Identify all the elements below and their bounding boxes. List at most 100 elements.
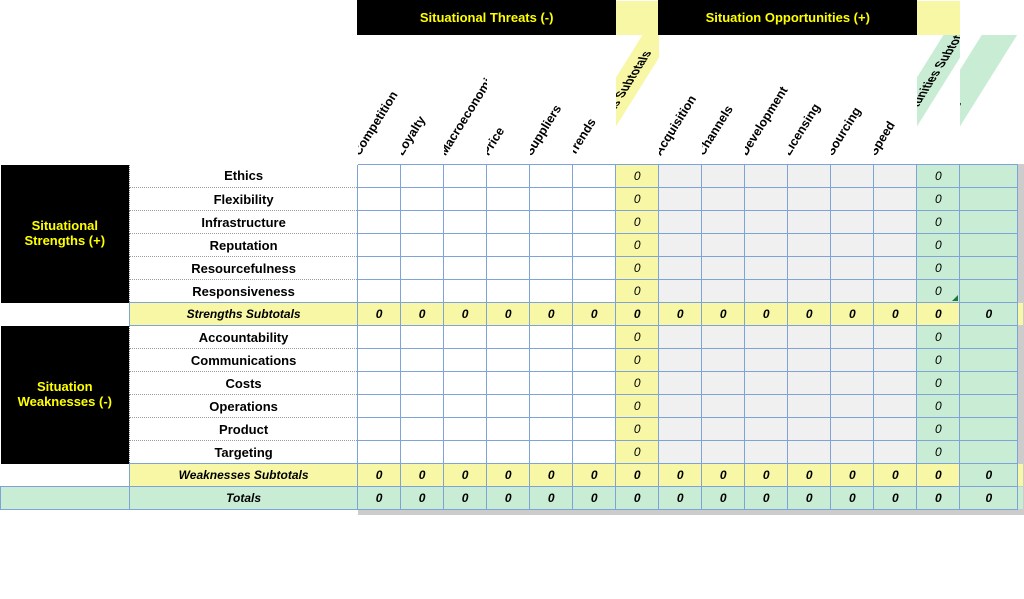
cell-weaknesses-5-o2[interactable] — [745, 441, 788, 464]
threats-subtotal-strengths-4[interactable]: 0 — [616, 257, 659, 280]
cell-weaknesses-1-o1[interactable] — [702, 349, 745, 372]
cell-strengths-1-t5[interactable] — [573, 188, 616, 211]
cell-strengths-2-o3[interactable] — [788, 211, 831, 234]
cell-weaknesses-4-o1[interactable] — [702, 418, 745, 441]
threats-subtotal-weaknesses-0[interactable]: 0 — [616, 326, 659, 349]
totals-weaknesses-0[interactable] — [960, 326, 1018, 349]
subtotal-val-3[interactable]: 0 — [487, 464, 530, 487]
subtotal-val-5[interactable]: 0 — [573, 303, 616, 326]
cell-weaknesses-4-o2[interactable] — [745, 418, 788, 441]
threats-subtotal-strengths-3[interactable]: 0 — [616, 234, 659, 257]
cell-weaknesses-5-o0[interactable] — [659, 441, 702, 464]
cell-strengths-4-t0[interactable] — [358, 257, 401, 280]
cell-strengths-2-t2[interactable] — [444, 211, 487, 234]
cell-strengths-1-o3[interactable] — [788, 188, 831, 211]
cell-strengths-5-o0[interactable] — [659, 280, 702, 303]
cell-strengths-2-o0[interactable] — [659, 211, 702, 234]
subtotal-val-9[interactable]: 0 — [745, 464, 788, 487]
subtotal-val-10[interactable]: 0 — [788, 303, 831, 326]
opps-subtotal-weaknesses-2[interactable]: 0 — [917, 372, 960, 395]
totals-strengths-5[interactable] — [960, 280, 1018, 303]
cell-weaknesses-1-o2[interactable] — [745, 349, 788, 372]
cell-weaknesses-0-t1[interactable] — [401, 326, 444, 349]
totals-weaknesses-2[interactable] — [960, 372, 1018, 395]
subtotal-val-1[interactable]: 0 — [401, 303, 444, 326]
cell-weaknesses-0-t0[interactable] — [358, 326, 401, 349]
subtotal-val-2[interactable]: 0 — [444, 487, 487, 510]
subtotal-val-14[interactable]: 0 — [960, 303, 1018, 326]
cell-strengths-2-t5[interactable] — [573, 211, 616, 234]
opps-subtotal-strengths-5[interactable]: 0 — [917, 280, 960, 303]
cell-strengths-4-o2[interactable] — [745, 257, 788, 280]
opps-subtotal-weaknesses-3[interactable]: 0 — [917, 395, 960, 418]
subtotal-val-10[interactable]: 0 — [788, 487, 831, 510]
subtotal-val-2[interactable]: 0 — [444, 303, 487, 326]
subtotal-val-3[interactable]: 0 — [487, 487, 530, 510]
cell-weaknesses-4-t0[interactable] — [358, 418, 401, 441]
cell-weaknesses-0-o0[interactable] — [659, 326, 702, 349]
cell-weaknesses-1-t4[interactable] — [530, 349, 573, 372]
totals-strengths-1[interactable] — [960, 188, 1018, 211]
cell-weaknesses-3-o3[interactable] — [788, 395, 831, 418]
cell-strengths-3-t4[interactable] — [530, 234, 573, 257]
threats-subtotal-weaknesses-5[interactable]: 0 — [616, 441, 659, 464]
cell-strengths-1-o1[interactable] — [702, 188, 745, 211]
cell-weaknesses-5-t0[interactable] — [358, 441, 401, 464]
subtotal-val-8[interactable]: 0 — [702, 487, 745, 510]
subtotal-val-1[interactable]: 0 — [401, 464, 444, 487]
cell-strengths-4-o1[interactable] — [702, 257, 745, 280]
cell-weaknesses-3-t5[interactable] — [573, 395, 616, 418]
cell-weaknesses-1-t3[interactable] — [487, 349, 530, 372]
cell-strengths-5-t2[interactable] — [444, 280, 487, 303]
cell-strengths-0-o4[interactable] — [831, 165, 874, 188]
cell-strengths-2-o4[interactable] — [831, 211, 874, 234]
cell-strengths-1-t1[interactable] — [401, 188, 444, 211]
cell-weaknesses-2-o4[interactable] — [831, 372, 874, 395]
cell-strengths-1-t3[interactable] — [487, 188, 530, 211]
cell-strengths-4-t3[interactable] — [487, 257, 530, 280]
cell-weaknesses-3-t2[interactable] — [444, 395, 487, 418]
subtotal-val-13[interactable]: 0 — [917, 487, 960, 510]
cell-strengths-3-o4[interactable] — [831, 234, 874, 257]
subtotal-val-14[interactable]: 0 — [960, 487, 1018, 510]
cell-strengths-4-t4[interactable] — [530, 257, 573, 280]
cell-weaknesses-2-o5[interactable] — [874, 372, 917, 395]
subtotal-val-11[interactable]: 0 — [831, 487, 874, 510]
subtotal-val-9[interactable]: 0 — [745, 487, 788, 510]
cell-strengths-0-t4[interactable] — [530, 165, 573, 188]
cell-weaknesses-3-t1[interactable] — [401, 395, 444, 418]
cell-strengths-5-o4[interactable] — [831, 280, 874, 303]
cell-weaknesses-1-t0[interactable] — [358, 349, 401, 372]
cell-weaknesses-3-o1[interactable] — [702, 395, 745, 418]
cell-strengths-2-t4[interactable] — [530, 211, 573, 234]
subtotal-val-10[interactable]: 0 — [788, 464, 831, 487]
cell-strengths-0-o1[interactable] — [702, 165, 745, 188]
cell-strengths-2-o1[interactable] — [702, 211, 745, 234]
cell-weaknesses-1-t1[interactable] — [401, 349, 444, 372]
totals-weaknesses-1[interactable] — [960, 349, 1018, 372]
subtotal-val-0[interactable]: 0 — [358, 464, 401, 487]
subtotal-val-2[interactable]: 0 — [444, 464, 487, 487]
cell-strengths-4-t5[interactable] — [573, 257, 616, 280]
cell-weaknesses-0-o1[interactable] — [702, 326, 745, 349]
cell-strengths-0-t2[interactable] — [444, 165, 487, 188]
subtotal-val-8[interactable]: 0 — [702, 464, 745, 487]
cell-strengths-4-o3[interactable] — [788, 257, 831, 280]
opps-subtotal-strengths-3[interactable]: 0 — [917, 234, 960, 257]
cell-strengths-5-t1[interactable] — [401, 280, 444, 303]
cell-weaknesses-4-o4[interactable] — [831, 418, 874, 441]
cell-weaknesses-0-t5[interactable] — [573, 326, 616, 349]
cell-weaknesses-0-o5[interactable] — [874, 326, 917, 349]
cell-strengths-2-t3[interactable] — [487, 211, 530, 234]
subtotal-val-8[interactable]: 0 — [702, 303, 745, 326]
cell-weaknesses-5-t1[interactable] — [401, 441, 444, 464]
cell-strengths-1-o5[interactable] — [874, 188, 917, 211]
subtotal-val-12[interactable]: 0 — [874, 464, 917, 487]
cell-weaknesses-1-t2[interactable] — [444, 349, 487, 372]
cell-strengths-3-t5[interactable] — [573, 234, 616, 257]
cell-weaknesses-5-o5[interactable] — [874, 441, 917, 464]
cell-strengths-5-t4[interactable] — [530, 280, 573, 303]
cell-weaknesses-5-o4[interactable] — [831, 441, 874, 464]
cell-strengths-1-t2[interactable] — [444, 188, 487, 211]
opps-subtotal-strengths-0[interactable]: 0 — [917, 165, 960, 188]
